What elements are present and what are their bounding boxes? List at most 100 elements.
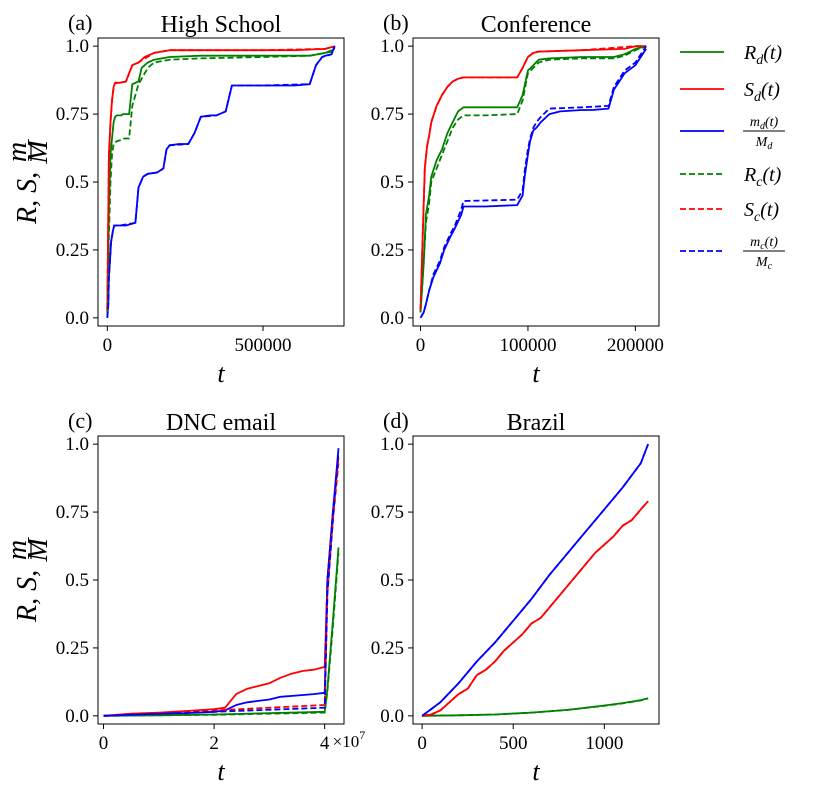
- y-tick-label: 0.25: [371, 638, 404, 659]
- axes-frame: [97, 37, 345, 327]
- series-line-r-c-t-: [106, 48, 336, 313]
- panel-3: 0.0 0.25 0.5 0.75 1.0 0 2 4 ×107 DNC email (c) t R, …: [2, 408, 365, 786]
- x-tick-label: 0: [417, 733, 427, 754]
- series-line-r-d-t-: [103, 547, 340, 717]
- panel-title: High School: [161, 12, 282, 38]
- legend-label: Sd(t): [744, 79, 780, 105]
- series-line-r-c-t-: [419, 45, 647, 313]
- legend-label: Sc(t): [744, 199, 779, 225]
- series-line-s-c-t-: [419, 45, 647, 310]
- panel-label: (d): [383, 408, 409, 433]
- series-line-m-c-t-m-c: [106, 45, 336, 318]
- panel-label: (c): [68, 408, 92, 433]
- series-group: [106, 45, 336, 318]
- y-tick-label: 0.0: [380, 706, 404, 727]
- y-tick-label: 1.0: [65, 434, 89, 455]
- series-group: [421, 443, 649, 717]
- x-tick-label: 100000: [499, 335, 556, 356]
- series-line-s-c-t-: [103, 463, 340, 717]
- legend-frac-num: md(t): [750, 115, 779, 132]
- series-line-s-d-t-: [421, 500, 649, 717]
- series-line-s-c-t-: [106, 45, 335, 310]
- series-group: [103, 448, 340, 717]
- series-line-m-c-t-m-c: [419, 45, 647, 319]
- y-axis-label-main: R, S,: [12, 570, 43, 623]
- x-axis-label: t: [217, 359, 225, 388]
- y-tick-label: 1.0: [380, 36, 404, 57]
- series-line-s-c-t-: [421, 500, 649, 717]
- y-tick-label: 0.5: [380, 570, 404, 591]
- y-tick-label: 0.25: [371, 240, 404, 261]
- y-axis-label-den: M: [23, 537, 54, 563]
- y-axis-label-num: m: [2, 540, 33, 560]
- series-line-s-d-t-: [419, 45, 647, 310]
- legend-label: Rc(t): [743, 164, 782, 190]
- legend-item: md(t) Md: [680, 115, 785, 152]
- series-line-r-d-t-: [419, 45, 647, 313]
- y-tick-label: 0.75: [56, 104, 89, 125]
- series-line-r-d-t-: [106, 46, 336, 313]
- panel-title: DNC email: [166, 410, 276, 436]
- y-tick-label: 0.75: [56, 502, 89, 523]
- y-tick-label: 0.5: [65, 570, 89, 591]
- series-line-m-c-t-m-c: [103, 452, 340, 717]
- panel-1: 0.0 0.25 0.5 0.75 1.0 0 500000 High School (a) t R…: [2, 10, 345, 388]
- x-tick-label: 500: [499, 733, 528, 754]
- legend-item: Rc(t): [680, 164, 782, 190]
- y-tick-label: 0.0: [65, 308, 89, 329]
- series-line-r-c-t-: [422, 697, 649, 717]
- panel-title: Conference: [481, 12, 592, 38]
- x-axis-label: t: [217, 757, 225, 786]
- y-tick-label: 0.5: [380, 172, 404, 193]
- legend-frac-num: mc(t): [750, 235, 778, 252]
- x-tick-label: 0: [99, 733, 109, 754]
- y-tick-label: 0.25: [56, 240, 89, 261]
- y-tick-label: 0.0: [380, 308, 404, 329]
- series-line-s-d-t-: [103, 457, 340, 717]
- y-tick-label: 0.75: [371, 502, 404, 523]
- series-line-r-c-t-: [103, 552, 340, 717]
- x-tick-label: 500000: [235, 335, 292, 356]
- y-axis-label: R, S, mM: [2, 139, 54, 225]
- x-tick-label: 1000: [585, 733, 623, 754]
- axes-frame: [412, 435, 660, 725]
- y-axis-label-main: R, S,: [12, 172, 43, 225]
- y-tick-label: 0.25: [56, 638, 89, 659]
- series-group: [419, 45, 647, 319]
- x-offset-label: ×107: [333, 728, 366, 751]
- legend-frac-den: Md: [755, 135, 774, 152]
- legend-item: Sd(t): [680, 79, 780, 105]
- series-line-m-d-t-m-d: [103, 448, 340, 717]
- panel-4: 0.0 0.25 0.5 0.75 1.0 0 500 1000 Brazil (d) t: [371, 408, 660, 786]
- legend-item: Sc(t): [680, 199, 779, 225]
- axes-frame: [412, 37, 660, 327]
- x-tick-label: 4: [320, 733, 330, 754]
- series-line-m-d-t-m-d: [419, 48, 647, 319]
- y-tick-label: 1.0: [65, 36, 89, 57]
- legend-item: mc(t) Mc: [680, 235, 785, 272]
- panel-title: Brazil: [507, 410, 566, 436]
- axes-frame: [97, 435, 345, 725]
- x-tick-label: 200000: [607, 335, 664, 356]
- y-axis-label-den: M: [23, 139, 54, 165]
- y-tick-label: 0.5: [65, 172, 89, 193]
- y-tick-label: 0.75: [371, 104, 404, 125]
- x-axis-label: t: [532, 757, 540, 786]
- y-axis-label-num: m: [2, 142, 33, 162]
- legend-frac-den: Mc: [755, 255, 773, 272]
- x-axis-label: t: [532, 359, 540, 388]
- y-tick-label: 0.0: [65, 706, 89, 727]
- series-line-m-d-t-m-d: [421, 443, 649, 717]
- panel-2: 0.0 0.25 0.5 0.75 1.0 0 100000 200000 Conference…: [371, 10, 664, 388]
- y-tick-label: 1.0: [380, 434, 404, 455]
- legend-item: Rd(t): [680, 42, 782, 68]
- legend: Rd(t) Sd(t) md(t) Md Rc(t) Sc(t) mc(t) Mc: [680, 42, 785, 272]
- x-tick-label: 2: [209, 733, 219, 754]
- y-axis-label: R, S, mM: [2, 537, 54, 623]
- panel-label: (a): [68, 10, 92, 35]
- panel-label: (b): [383, 10, 409, 35]
- x-tick-label: 0: [103, 335, 113, 356]
- series-line-m-c-t-m-c: [421, 443, 649, 717]
- legend-label: Rd(t): [743, 42, 782, 68]
